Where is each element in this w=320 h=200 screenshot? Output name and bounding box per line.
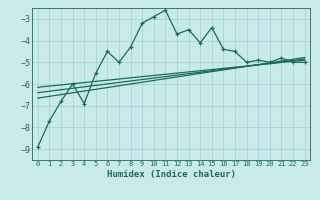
X-axis label: Humidex (Indice chaleur): Humidex (Indice chaleur) bbox=[107, 170, 236, 179]
